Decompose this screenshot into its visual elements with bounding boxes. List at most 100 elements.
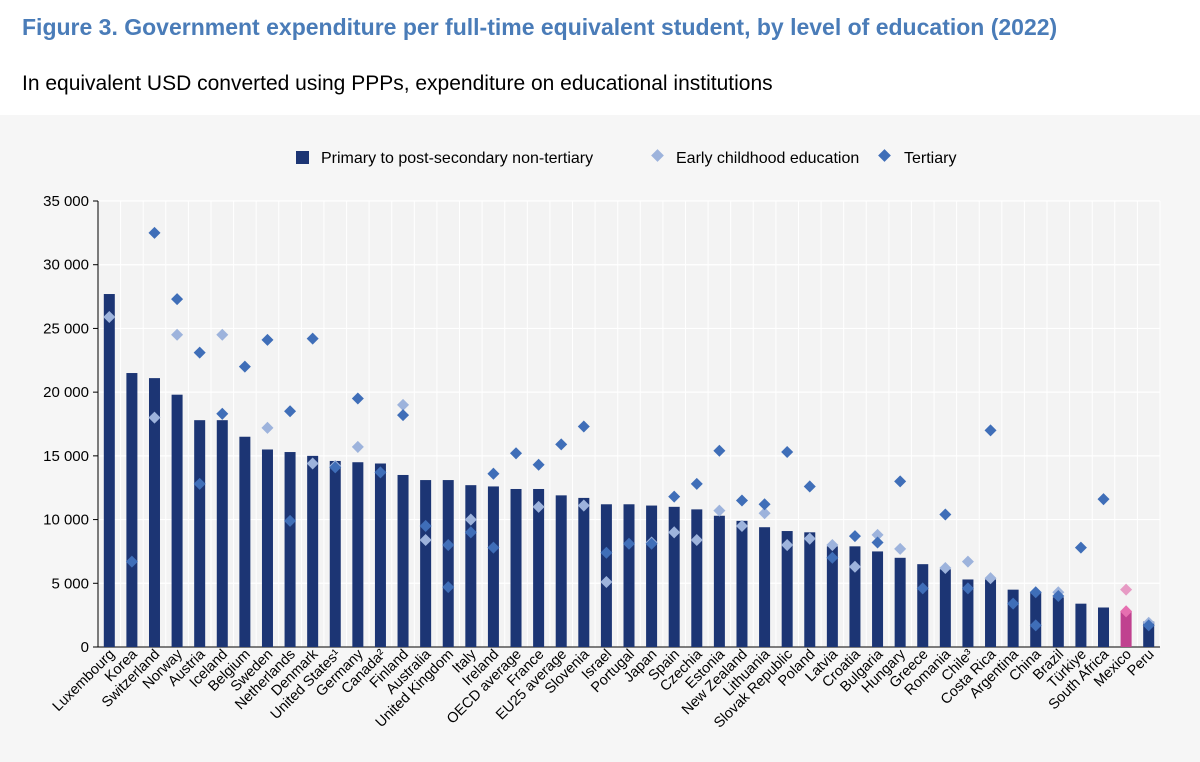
marker-early-childhood-26 <box>690 533 703 546</box>
bar-46 <box>1143 621 1155 647</box>
bar-26 <box>691 509 703 647</box>
chart-container: 0 5 000 10 000 15 000 20 000 25 000 30 000 35 0… <box>0 115 1200 762</box>
bar-0 <box>103 294 115 647</box>
y-tick-label: 5 000 <box>51 575 89 592</box>
marker-early-childhood-5 <box>216 328 229 341</box>
bar-29 <box>759 527 771 647</box>
bar-14 <box>420 480 432 647</box>
bar-7 <box>261 449 273 647</box>
y-tick-label: 15 000 <box>43 448 89 465</box>
figure-title: Figure 3. Government expenditure per ful… <box>22 14 1058 40</box>
bar-35 <box>894 557 906 647</box>
marker-early-childhood-32 <box>826 539 839 552</box>
marker-tertiary-21 <box>577 420 590 433</box>
marker-tertiary-35 <box>894 475 907 488</box>
bar-25 <box>668 506 680 647</box>
bar-21 <box>578 497 590 647</box>
bar-34 <box>872 551 884 647</box>
marker-tertiary-24 <box>645 537 658 550</box>
marker-early-childhood-27 <box>713 504 726 517</box>
marker-tertiary-17 <box>487 541 500 554</box>
bar-39 <box>985 579 997 647</box>
bar-16 <box>465 485 477 647</box>
marker-early-childhood-34 <box>871 528 884 541</box>
marker-tertiary-31 <box>803 480 816 493</box>
bar-13 <box>397 474 409 647</box>
bar-24 <box>646 505 658 647</box>
legend-swatch-primary <box>296 151 309 164</box>
bar-44 <box>1098 607 1110 647</box>
marker-tertiary-37 <box>939 508 952 521</box>
y-tick-label: 30 000 <box>43 257 89 274</box>
marker-tertiary-38 <box>961 582 974 595</box>
marker-tertiary-27 <box>713 444 726 457</box>
bar-27 <box>713 515 725 647</box>
bar-6 <box>239 436 251 647</box>
marker-tertiary-20 <box>555 438 568 451</box>
marker-tertiary-39 <box>984 424 997 437</box>
marker-early-childhood-21 <box>577 499 590 512</box>
marker-tertiary-30 <box>781 446 794 459</box>
marker-tertiary-15 <box>442 539 455 552</box>
y-tick-label: 25 000 <box>43 320 89 337</box>
marker-early-childhood-30 <box>781 539 794 552</box>
bar-2 <box>148 378 160 647</box>
marker-early-childhood-37 <box>939 561 952 575</box>
bar-22 <box>600 504 612 647</box>
y-tick-label: 0 <box>81 639 89 656</box>
marker-early-childhood-38 <box>961 555 974 568</box>
bar-chart: 0 5 000 10 000 15 000 20 000 25 000 30 000 35 0… <box>0 115 1200 762</box>
marker-tertiary-14 <box>419 519 432 532</box>
bar-42 <box>1052 597 1064 647</box>
bar-3 <box>171 394 183 647</box>
marker-tertiary-4 <box>193 346 206 359</box>
marker-early-childhood-39 <box>984 572 997 585</box>
marker-tertiary-33 <box>848 530 861 543</box>
marker-tertiary-36 <box>916 582 929 595</box>
y-tick-label: 20 000 <box>43 384 89 401</box>
bar-19 <box>533 488 545 647</box>
marker-tertiary-34 <box>871 536 884 549</box>
bar-28 <box>736 520 748 647</box>
bar-23 <box>623 504 635 647</box>
marker-tertiary-28 <box>735 494 748 507</box>
marker-tertiary-40 <box>1007 597 1020 610</box>
marker-tertiary-26 <box>690 477 703 490</box>
marker-early-childhood-35 <box>894 542 907 555</box>
bar-31 <box>804 532 816 647</box>
marker-early-childhood-3 <box>171 328 184 341</box>
bar-1 <box>126 373 138 647</box>
gridlines <box>98 200 1161 648</box>
bar-10 <box>329 460 341 647</box>
figure-subtitle: In equivalent USD converted using PPPs, … <box>22 72 773 95</box>
legend-label-primary: Primary to post-secondary non-tertiary <box>321 150 593 167</box>
marker-tertiary-32 <box>826 551 839 564</box>
bar-37 <box>939 569 951 647</box>
marker-early-childhood-29 <box>758 507 771 520</box>
marker-early-childhood-33 <box>848 560 861 573</box>
marker-tertiary-8 <box>284 514 297 527</box>
bar-33 <box>849 546 861 647</box>
bar-4 <box>194 420 206 647</box>
bar-11 <box>352 462 364 647</box>
marker-early-childhood-28 <box>735 519 748 532</box>
marker-early-childhood-0 <box>103 310 116 323</box>
bars <box>103 294 1155 647</box>
bar-12 <box>374 463 386 647</box>
bar-43 <box>1075 603 1087 647</box>
marker-tertiary-1 <box>125 555 138 568</box>
bar-32 <box>826 546 838 647</box>
bar-9 <box>307 455 319 647</box>
bar-38 <box>962 579 974 647</box>
marker-early-childhood-31 <box>803 532 816 545</box>
bar-18 <box>510 488 522 647</box>
legend: Primary to post-secondary non-tertiary E… <box>296 149 956 167</box>
bar-30 <box>781 531 793 647</box>
bar-8 <box>284 452 296 647</box>
marker-tertiary-19 <box>532 458 545 471</box>
marker-tertiary-29 <box>758 498 771 511</box>
bar-36 <box>917 564 929 647</box>
marker-tertiary-6 <box>238 360 251 373</box>
bar-45 <box>1120 611 1132 647</box>
bar-17 <box>487 486 499 647</box>
